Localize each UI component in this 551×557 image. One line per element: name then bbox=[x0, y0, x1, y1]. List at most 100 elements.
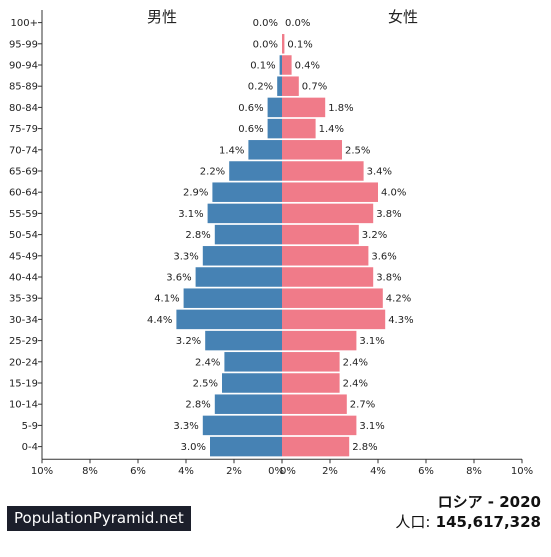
male-bar-25-29 bbox=[205, 330, 282, 351]
age-label-55-59: 55-59 bbox=[9, 209, 38, 220]
male-value-95-99: 0.0% bbox=[253, 39, 278, 50]
female-value-35-39: 4.2% bbox=[386, 294, 411, 305]
x-tick-label: 6% bbox=[130, 466, 146, 477]
male-value-35-39: 4.1% bbox=[154, 294, 179, 305]
male-value-45-49: 3.3% bbox=[173, 251, 198, 262]
female-value-95-99: 0.1% bbox=[287, 39, 312, 50]
age-label-20-24: 20-24 bbox=[9, 357, 38, 368]
female-value-5-9: 3.1% bbox=[359, 421, 384, 432]
age-label-90-94: 90-94 bbox=[9, 61, 38, 72]
x-tick-label: 4% bbox=[370, 466, 386, 477]
female-value-60-64: 4.0% bbox=[381, 188, 406, 199]
male-label: 男性 bbox=[147, 8, 177, 26]
male-bar-10-14 bbox=[214, 394, 282, 414]
female-value-25-29: 3.1% bbox=[359, 336, 384, 347]
female-bar-5-9 bbox=[282, 415, 357, 436]
female-bar-70-74 bbox=[282, 140, 342, 160]
female-value-85-89: 0.7% bbox=[302, 82, 327, 93]
x-tick-label: 8% bbox=[466, 466, 482, 477]
male-bar-50-54 bbox=[214, 224, 282, 245]
age-label-35-39: 35-39 bbox=[9, 294, 38, 305]
female-value-30-34: 4.3% bbox=[388, 315, 413, 326]
data-labels: 0.0% 0.0% 0.0% 0.1% 0.1% 0.4% 0.2% 0.7% 0.6% 1.8%… bbox=[147, 18, 414, 453]
male-bar-85-89 bbox=[277, 76, 282, 96]
population-total: 人口: 145,617,328 bbox=[395, 511, 541, 532]
x-tick-label: 0% bbox=[280, 466, 296, 477]
female-bar-90-94 bbox=[282, 55, 292, 75]
population-value: 145,617,328 bbox=[435, 513, 541, 531]
female-value-55-59: 3.8% bbox=[376, 209, 401, 220]
male-value-5-9: 3.3% bbox=[173, 421, 198, 432]
male-value-30-34: 4.4% bbox=[147, 315, 172, 326]
male-value-70-74: 1.4% bbox=[219, 145, 244, 156]
age-label-100+: 100+ bbox=[11, 18, 38, 29]
male-value-10-14: 2.8% bbox=[185, 400, 210, 411]
female-bar-85-89 bbox=[282, 76, 299, 96]
male-bar-70-74 bbox=[248, 140, 282, 160]
female-value-0-4: 2.8% bbox=[352, 442, 377, 453]
male-value-80-84: 0.6% bbox=[238, 103, 263, 114]
female-value-75-79: 1.4% bbox=[319, 124, 344, 135]
age-label-30-34: 30-34 bbox=[9, 315, 38, 326]
male-bar-30-34 bbox=[176, 309, 282, 330]
brand-badge[interactable]: PopulationPyramid.net bbox=[7, 506, 191, 531]
x-tick-label: 2% bbox=[226, 466, 242, 477]
x-tick-label: 10% bbox=[511, 466, 533, 477]
population-label: 人口: bbox=[395, 513, 431, 531]
male-value-55-59: 3.1% bbox=[178, 209, 203, 220]
male-bar-35-39 bbox=[183, 288, 282, 308]
female-bar-10-14 bbox=[282, 394, 347, 414]
male-value-75-79: 0.6% bbox=[238, 124, 263, 135]
x-tick-label: 8% bbox=[82, 466, 98, 477]
male-bar-90-94 bbox=[279, 55, 282, 75]
female-bar-95-99 bbox=[282, 34, 285, 54]
female-value-70-74: 2.5% bbox=[345, 145, 370, 156]
female-bar-30-34 bbox=[282, 309, 386, 330]
female-bar-20-24 bbox=[282, 352, 340, 372]
female-value-90-94: 0.4% bbox=[295, 61, 320, 72]
age-label-10-14: 10-14 bbox=[9, 400, 38, 411]
male-bar-45-49 bbox=[202, 246, 282, 266]
bars-group bbox=[176, 34, 386, 457]
age-label-0-4: 0-4 bbox=[22, 442, 38, 453]
age-label-75-79: 75-79 bbox=[9, 124, 38, 135]
female-bar-25-29 bbox=[282, 330, 357, 351]
male-value-20-24: 2.4% bbox=[195, 357, 220, 368]
male-bar-80-84 bbox=[267, 97, 282, 118]
age-label-95-99: 95-99 bbox=[9, 39, 38, 50]
female-bar-15-19 bbox=[282, 373, 340, 393]
female-bar-75-79 bbox=[282, 118, 316, 139]
female-value-10-14: 2.7% bbox=[350, 400, 375, 411]
male-value-40-44: 3.6% bbox=[166, 273, 191, 284]
x-tick-label: 10% bbox=[31, 466, 53, 477]
female-bar-55-59 bbox=[282, 203, 374, 224]
population-pyramid-chart: 男性 女性 100+ 95-99 90-94 85-89 80-84 75-79 70-74… bbox=[9, 8, 533, 477]
male-value-25-29: 3.2% bbox=[176, 336, 201, 347]
male-value-90-94: 0.1% bbox=[250, 61, 275, 72]
age-label-25-29: 25-29 bbox=[9, 336, 38, 347]
female-bar-0-4 bbox=[282, 436, 350, 457]
female-value-65-69: 3.4% bbox=[367, 167, 392, 178]
age-label-45-49: 45-49 bbox=[9, 251, 38, 262]
male-bar-20-24 bbox=[224, 352, 282, 372]
male-bar-65-69 bbox=[229, 161, 282, 181]
female-value-100+: 0.0% bbox=[285, 18, 310, 29]
age-label-80-84: 80-84 bbox=[9, 103, 38, 114]
age-label-50-54: 50-54 bbox=[9, 230, 38, 241]
male-bar-15-19 bbox=[222, 373, 282, 393]
age-group-labels: 100+ 95-99 90-94 85-89 80-84 75-79 70-74 65-69 6… bbox=[9, 18, 42, 453]
x-tick-label: 2% bbox=[322, 466, 338, 477]
female-bar-50-54 bbox=[282, 224, 359, 245]
age-label-65-69: 65-69 bbox=[9, 167, 38, 178]
male-bar-40-44 bbox=[195, 267, 282, 287]
male-value-100+: 0.0% bbox=[253, 18, 278, 29]
male-value-60-64: 2.9% bbox=[183, 188, 208, 199]
female-bar-40-44 bbox=[282, 267, 374, 287]
female-value-15-19: 2.4% bbox=[343, 379, 368, 390]
male-value-0-4: 3.0% bbox=[181, 442, 206, 453]
male-bar-55-59 bbox=[207, 203, 282, 224]
age-label-40-44: 40-44 bbox=[9, 273, 38, 284]
male-bar-75-79 bbox=[267, 118, 282, 139]
x-tick-label: 4% bbox=[178, 466, 194, 477]
axes-group: 10% 8% 6% 4% 2% 0%0% 2% 4% 6% 8% 10% bbox=[31, 10, 533, 477]
